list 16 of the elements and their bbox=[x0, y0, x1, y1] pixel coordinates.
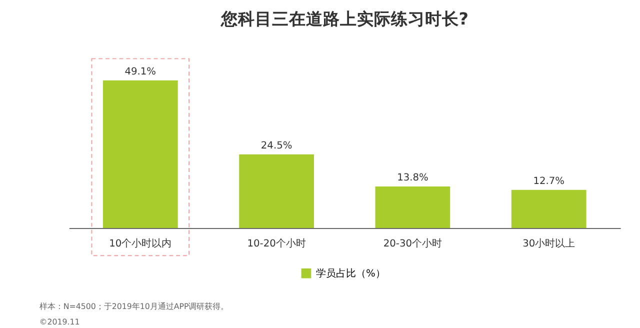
bar bbox=[511, 190, 586, 228]
x-tick-label: 10-20个小时 bbox=[247, 237, 306, 250]
data-label: 12.7% bbox=[533, 176, 564, 187]
legend-label: 学员占比（%） bbox=[316, 267, 386, 280]
bar bbox=[239, 154, 314, 228]
data-label: 13.8% bbox=[397, 172, 428, 184]
chart-title: 您科目三在道路上实际练习时长? bbox=[220, 8, 468, 29]
bar bbox=[102, 80, 178, 228]
text: 样本：N=4500；于2019年10月通过APP调研获得。 bbox=[39, 302, 229, 311]
text: ©2019.11 bbox=[39, 318, 80, 327]
x-tick-label: 20-30个小时 bbox=[383, 237, 442, 250]
data-label: 24.5% bbox=[260, 140, 292, 152]
bar bbox=[375, 186, 450, 228]
x-tick-label: 30小时以上 bbox=[522, 237, 576, 250]
data-label: 49.1% bbox=[124, 66, 156, 78]
x-tick-label: 10个小时以内 bbox=[109, 237, 172, 250]
